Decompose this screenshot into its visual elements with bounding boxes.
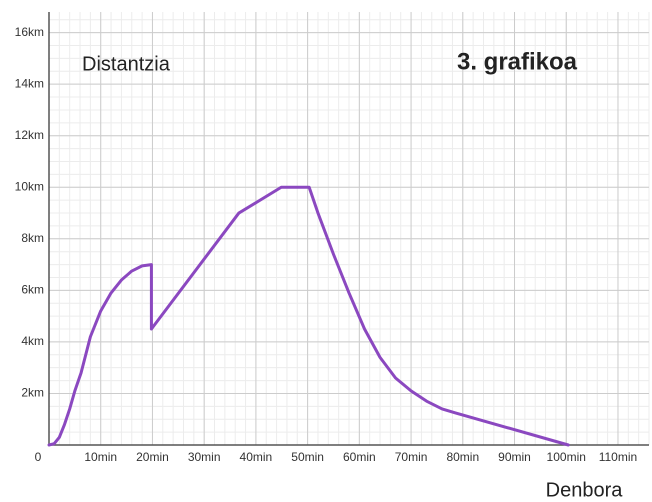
y-tick-label: 6km <box>21 283 44 297</box>
x-tick-label: 50min <box>291 450 324 464</box>
x-tick-label: 110min <box>599 450 637 464</box>
axes: 0 10min 20min 30min 40min 50min 60min 70min 80mi… <box>15 12 649 464</box>
y-tick-label: 14km <box>15 76 44 90</box>
y-tick-label: 8km <box>21 231 44 245</box>
chart-title: 3. grafikoa <box>457 48 578 75</box>
x-tick-label: 70min <box>395 450 428 464</box>
line <box>47 185 570 447</box>
x-tick-label: 100min <box>547 450 586 464</box>
y-tick-label: 2km <box>21 386 44 400</box>
y-tick-label: 10km <box>15 179 44 193</box>
y-tick-label: 16km <box>15 25 44 39</box>
x-tick-label: 80min <box>446 450 479 464</box>
x-tick-label: 30min <box>188 450 221 464</box>
x-tick-label: 10min <box>84 450 117 464</box>
x-tick-label: 0 <box>35 450 42 464</box>
y-tick-label: 12km <box>15 128 44 142</box>
y-tick-label: 4km <box>21 334 44 348</box>
y-axis-label: Distantzia <box>82 53 171 75</box>
x-tick-label: 90min <box>498 450 531 464</box>
x-tick-label: 20min <box>136 450 169 464</box>
marks <box>47 185 570 447</box>
x-axis-label: Denbora <box>546 479 624 501</box>
x-tick-label: 60min <box>343 450 376 464</box>
x-tick-label: 40min <box>240 450 273 464</box>
